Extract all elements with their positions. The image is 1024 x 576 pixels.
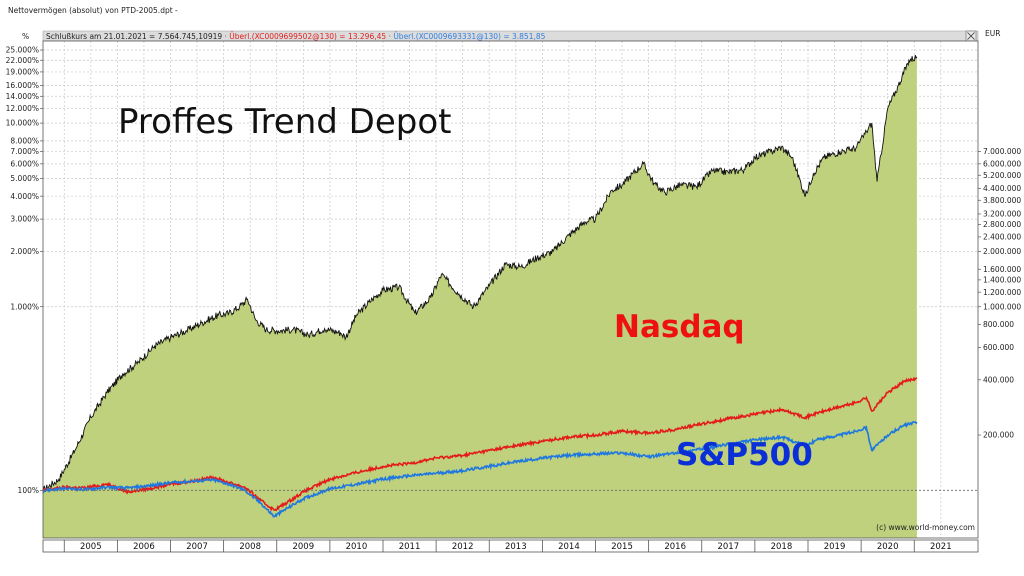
- x-tick-label: 2011: [399, 542, 421, 552]
- x-tick-label: 2007: [186, 542, 208, 552]
- file-title: Nettovermögen (absolut) von PTD-2005.dpt…: [8, 6, 178, 15]
- right-axis-ticks: 7.000.000 6.000.000 5.200.000 4.400.000 3.80…: [978, 147, 1021, 440]
- x-tick-label: 2009: [292, 542, 314, 552]
- sp500-series-label: S&P500: [676, 437, 813, 473]
- right-tick-label: 2.400.000: [983, 233, 1021, 242]
- x-tick-label: 2006: [133, 542, 155, 552]
- right-tick-label: 3.200.000: [983, 210, 1021, 219]
- right-axis-unit: EUR: [985, 29, 1000, 38]
- y-tick-label: 25.000%: [6, 46, 39, 55]
- y-tick-label: 4.000%: [10, 192, 39, 201]
- right-tick-label: 1.000.000: [983, 302, 1021, 311]
- x-tick-label: 2015: [611, 542, 633, 552]
- y-tick-label: 12.000%: [6, 104, 39, 113]
- right-tick-label: 7.000.000: [983, 147, 1021, 156]
- x-tick-label: 2017: [717, 542, 739, 552]
- x-tick-label: 2020: [877, 542, 899, 552]
- series-layer: [42, 54, 918, 538]
- right-tick-label: 600.000: [983, 343, 1014, 352]
- left-axis-unit: %: [22, 32, 29, 41]
- x-tick-label: 2016: [664, 542, 686, 552]
- x-axis-ticks: 2005 2006 2007 2008 2009 2010 2011 2012 2013 2014…: [63, 540, 952, 552]
- right-tick-label: 400.000: [983, 375, 1014, 384]
- right-tick-label: 3.800.000: [983, 196, 1021, 205]
- close-price-text: Schlußkurs am 21.01.2021 = 7.564.745,109…: [46, 32, 222, 41]
- info-separator: ·: [222, 32, 229, 41]
- depot-area-fill: [43, 55, 917, 538]
- right-tick-label: 4.400.000: [983, 184, 1021, 193]
- nasdaq-info-text: Überl.(XC0009699502@130) = 13.296,45: [229, 32, 386, 41]
- x-tick-label: 2013: [505, 542, 527, 552]
- nasdaq-series-label: Nasdaq: [614, 309, 745, 345]
- y-tick-label: 22.000%: [6, 56, 39, 65]
- info-separator: ·: [386, 32, 393, 41]
- y-tick-label: 100%: [18, 486, 39, 495]
- x-tick-label: 2014: [558, 542, 580, 552]
- x-tick-label: 2012: [452, 542, 474, 552]
- right-tick-label: 1.400.000: [983, 275, 1021, 284]
- x-tick-label: 2010: [346, 542, 368, 552]
- right-tick-label: 1.600.000: [983, 265, 1021, 274]
- x-tick-label: 2005: [80, 542, 102, 552]
- info-bar-text: Schlußkurs am 21.01.2021 = 7.564.745,109…: [46, 32, 546, 41]
- right-tick-label: 200.000: [983, 431, 1014, 440]
- sp500-line: [42, 421, 918, 518]
- right-tick-label: 800.000: [983, 320, 1014, 329]
- x-tick-label: 2019: [824, 542, 846, 552]
- x-tick-label: 2021: [930, 542, 952, 552]
- sp500-info-text: Überl.(XC0009693331@130) = 3.851,85: [393, 32, 545, 41]
- right-tick-label: 6.000.000: [983, 159, 1021, 168]
- y-tick-label: 1.000%: [10, 302, 39, 311]
- y-tick-label: 8.000%: [10, 136, 39, 145]
- y-tick-label: 3.000%: [10, 215, 39, 224]
- y-tick-label: 19.000%: [6, 68, 39, 77]
- depot-line: [42, 54, 918, 492]
- plot-frame: [42, 40, 979, 539]
- y-tick-label: 7.000%: [10, 147, 39, 156]
- y-tick-label: 2.000%: [10, 247, 39, 256]
- copyright-text: (c) www.world-money.com: [876, 523, 975, 532]
- y-tick-label: 6.000%: [10, 159, 39, 168]
- y-tick-label: 14.000%: [6, 92, 39, 101]
- y-tick-label: 5.000%: [10, 174, 39, 183]
- close-icon[interactable]: [965, 30, 977, 42]
- chart-title: Proffes Trend Depot: [118, 102, 451, 142]
- right-tick-label: 5.200.000: [983, 171, 1021, 180]
- x-tick-label: 2008: [239, 542, 261, 552]
- right-tick-label: 2.000.000: [983, 247, 1021, 256]
- y-tick-label: 16.000%: [6, 81, 39, 90]
- y-tick-label: 10.000%: [6, 119, 39, 128]
- left-axis-ticks: 25.000%22.000% 19.000% 16.000% 14.000% 12.00…: [6, 46, 43, 495]
- right-tick-label: 2.800.000: [983, 220, 1021, 229]
- right-tick-label: 1.200.000: [983, 288, 1021, 297]
- x-tick-label: 2018: [771, 542, 793, 552]
